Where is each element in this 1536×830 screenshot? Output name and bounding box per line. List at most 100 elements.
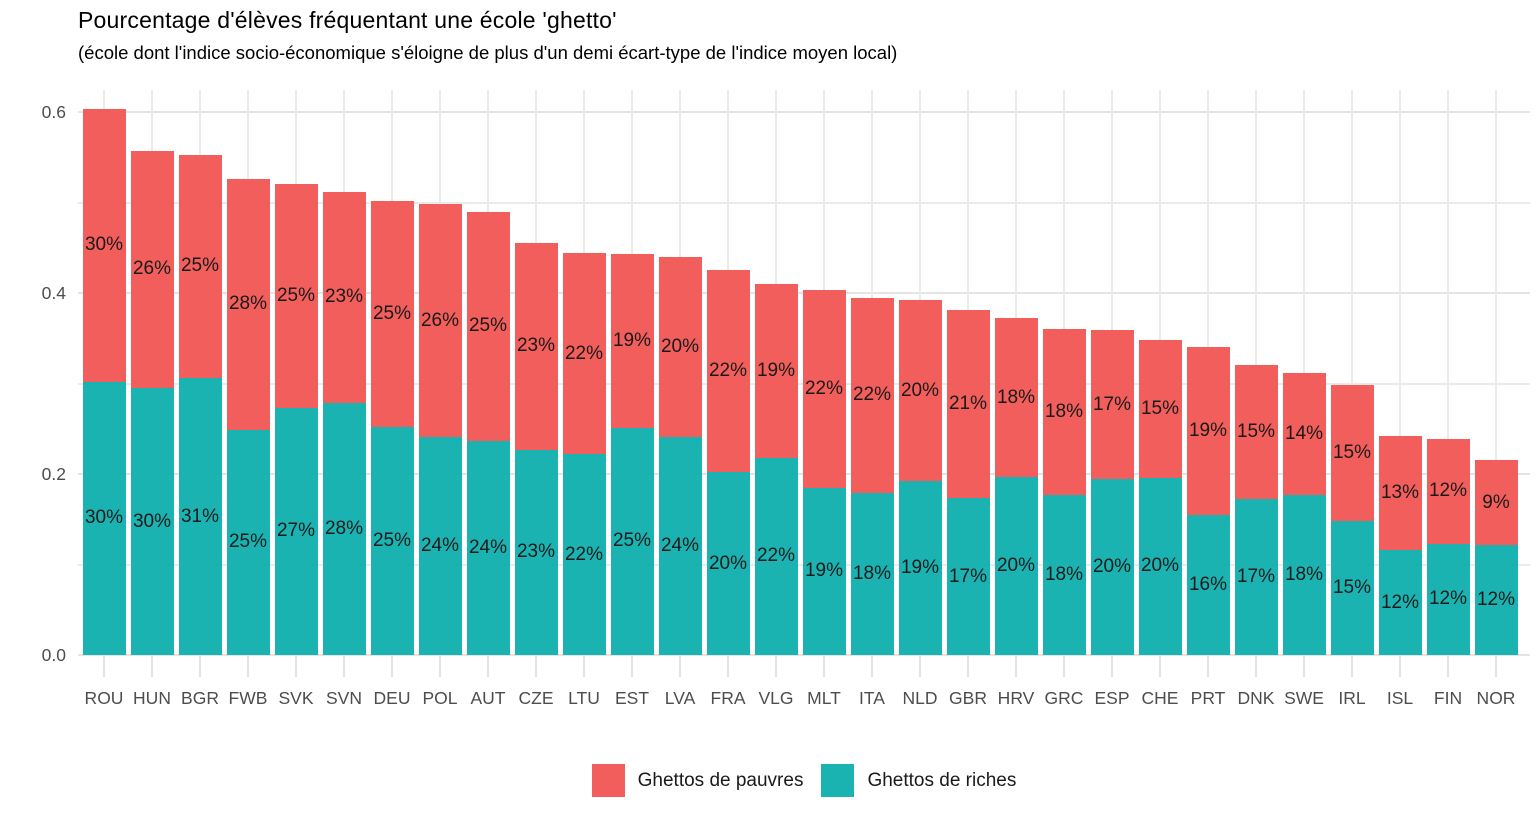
x-axis-tick xyxy=(535,655,537,677)
x-axis-tick xyxy=(1447,655,1449,677)
x-tick-label-POL: POL xyxy=(422,688,458,708)
legend-item-riches: Ghettos de riches xyxy=(821,764,1016,797)
bar-segment-pauvres-CZE xyxy=(514,243,558,450)
bar-label-pauvres-POL: 26% xyxy=(420,309,460,331)
bar-segment-pauvres-SVK xyxy=(274,184,318,408)
bar-segment-riches-MLT xyxy=(802,487,846,655)
x-tick-label-FIN: FIN xyxy=(1433,688,1463,708)
bar-segment-riches-BGR xyxy=(178,378,222,655)
bar-label-riches-ISL: 12% xyxy=(1380,591,1420,613)
bar-label-riches-SWE: 18% xyxy=(1284,563,1324,585)
bar-segment-riches-LTU xyxy=(562,454,606,655)
bar-segment-riches-ISL xyxy=(1378,550,1422,655)
bar-label-riches-ITA: 18% xyxy=(852,563,892,584)
bar-label-riches-SVK: 27% xyxy=(276,520,316,542)
bar-segment-pauvres-GRC xyxy=(1042,329,1086,495)
x-tick-label-GBR: GBR xyxy=(949,688,987,708)
bar-segment-pauvres-POL xyxy=(418,204,462,437)
bar-segment-pauvres-PRT xyxy=(1186,347,1230,515)
x-tick-label-LTU: LTU xyxy=(568,688,600,708)
minor-gridline xyxy=(78,201,1530,204)
x-tick-label-SVN: SVN xyxy=(326,688,362,708)
x-tick-label-FRA: FRA xyxy=(710,688,746,708)
bar-label-riches-SVN: 28% xyxy=(324,517,364,539)
bar-label-riches-DEU: 25% xyxy=(372,529,412,551)
bar-label-pauvres-FIN: 12% xyxy=(1428,480,1468,502)
major-gridline xyxy=(78,111,1530,113)
bar-label-pauvres-FRA: 22% xyxy=(708,360,748,382)
bar-segment-pauvres-HRV xyxy=(994,318,1038,477)
legend-label-pauvres: Ghettos de pauvres xyxy=(637,769,804,791)
bar-segment-riches-FIN xyxy=(1426,543,1470,655)
bar-segment-pauvres-DEU xyxy=(370,200,414,427)
bar-label-riches-NLD: 19% xyxy=(900,557,940,579)
bar-segment-pauvres-GBR xyxy=(946,310,990,499)
bar-label-pauvres-ROU: 30% xyxy=(84,234,124,256)
bar-label-riches-ESP: 20% xyxy=(1092,556,1132,578)
x-tick-label-IRL: IRL xyxy=(1338,688,1366,708)
x-tick-label-AUT: AUT xyxy=(470,688,506,708)
bar-segment-pauvres-VLG xyxy=(754,283,798,458)
x-axis-tick xyxy=(439,655,441,677)
bar-label-pauvres-VLG: 19% xyxy=(756,359,796,381)
bar-label-pauvres-FWB: 28% xyxy=(228,293,268,315)
bar-label-pauvres-GBR: 21% xyxy=(948,393,988,415)
bar-segment-riches-POL xyxy=(418,436,462,655)
bar-segment-riches-DNK xyxy=(1234,499,1278,655)
x-tick-label-BGR: BGR xyxy=(181,688,219,708)
x-axis-tick xyxy=(583,655,585,677)
bar-label-riches-NOR: 12% xyxy=(1476,588,1516,610)
bar-label-riches-EST: 25% xyxy=(612,530,652,552)
bar-label-riches-FWB: 25% xyxy=(228,531,268,553)
bar-segment-riches-SVK xyxy=(274,407,318,655)
x-axis-tick xyxy=(295,655,297,677)
legend-key-pauvres xyxy=(591,764,625,797)
x-tick-label-SVK: SVK xyxy=(278,688,314,708)
bar-segment-pauvres-LVA xyxy=(658,256,702,437)
bar-segment-pauvres-CHE xyxy=(1138,340,1182,478)
x-tick-label-DNK: DNK xyxy=(1237,688,1275,708)
bar-label-pauvres-HUN: 26% xyxy=(132,258,172,280)
bar-segment-riches-SWE xyxy=(1282,494,1326,655)
bar-segment-riches-GBR xyxy=(946,498,990,655)
bar-segment-riches-ESP xyxy=(1090,479,1134,655)
bar-label-pauvres-AUT: 25% xyxy=(468,315,508,337)
bar-label-riches-CHE: 20% xyxy=(1140,555,1180,577)
bar-label-pauvres-NOR: 9% xyxy=(1482,491,1510,513)
bar-label-riches-FRA: 20% xyxy=(708,552,748,574)
x-axis-tick xyxy=(919,655,921,677)
x-tick-label-PRT: PRT xyxy=(1190,688,1226,708)
bar-label-pauvres-LVA: 20% xyxy=(660,335,700,357)
bar-segment-pauvres-NLD xyxy=(898,300,942,482)
x-axis-tick xyxy=(1255,655,1257,677)
x-axis-tick xyxy=(343,655,345,677)
bar-segment-pauvres-BGR xyxy=(178,154,222,379)
bar-label-pauvres-PRT: 19% xyxy=(1188,420,1228,441)
bar-segment-pauvres-FRA xyxy=(706,270,750,473)
x-tick-label-DEU: DEU xyxy=(373,688,411,708)
bar-label-pauvres-SWE: 14% xyxy=(1284,422,1324,444)
bar-segment-riches-VLG xyxy=(754,457,798,655)
bar-segment-riches-DEU xyxy=(370,426,414,655)
bar-label-pauvres-BGR: 25% xyxy=(180,255,220,277)
x-tick-label-HRV: HRV xyxy=(997,688,1035,708)
bar-segment-pauvres-HUN xyxy=(130,150,174,389)
x-tick-label-GRC: GRC xyxy=(1044,688,1084,708)
legend-item-pauvres: Ghettos de pauvres xyxy=(591,764,804,797)
bar-segment-riches-CHE xyxy=(1138,477,1182,655)
bar-label-pauvres-NLD: 20% xyxy=(900,379,940,401)
y-tick-label: 0.6 xyxy=(41,102,66,122)
bar-segment-pauvres-LTU xyxy=(562,253,606,455)
x-axis-tick xyxy=(1351,655,1353,677)
legend: Ghettos de pauvres Ghettos de riches xyxy=(78,764,1530,797)
vertical-gridline xyxy=(1495,90,1497,655)
bar-segment-pauvres-IRL xyxy=(1330,385,1374,522)
x-tick-label-SWE: SWE xyxy=(1284,688,1324,708)
bar-label-pauvres-DEU: 25% xyxy=(372,302,412,324)
bar-label-riches-LVA: 24% xyxy=(660,534,700,556)
x-axis-tick xyxy=(871,655,873,677)
bar-segment-pauvres-ITA xyxy=(850,297,894,494)
x-tick-label-ROU: ROU xyxy=(84,688,124,708)
bar-label-riches-VLG: 22% xyxy=(756,545,796,567)
